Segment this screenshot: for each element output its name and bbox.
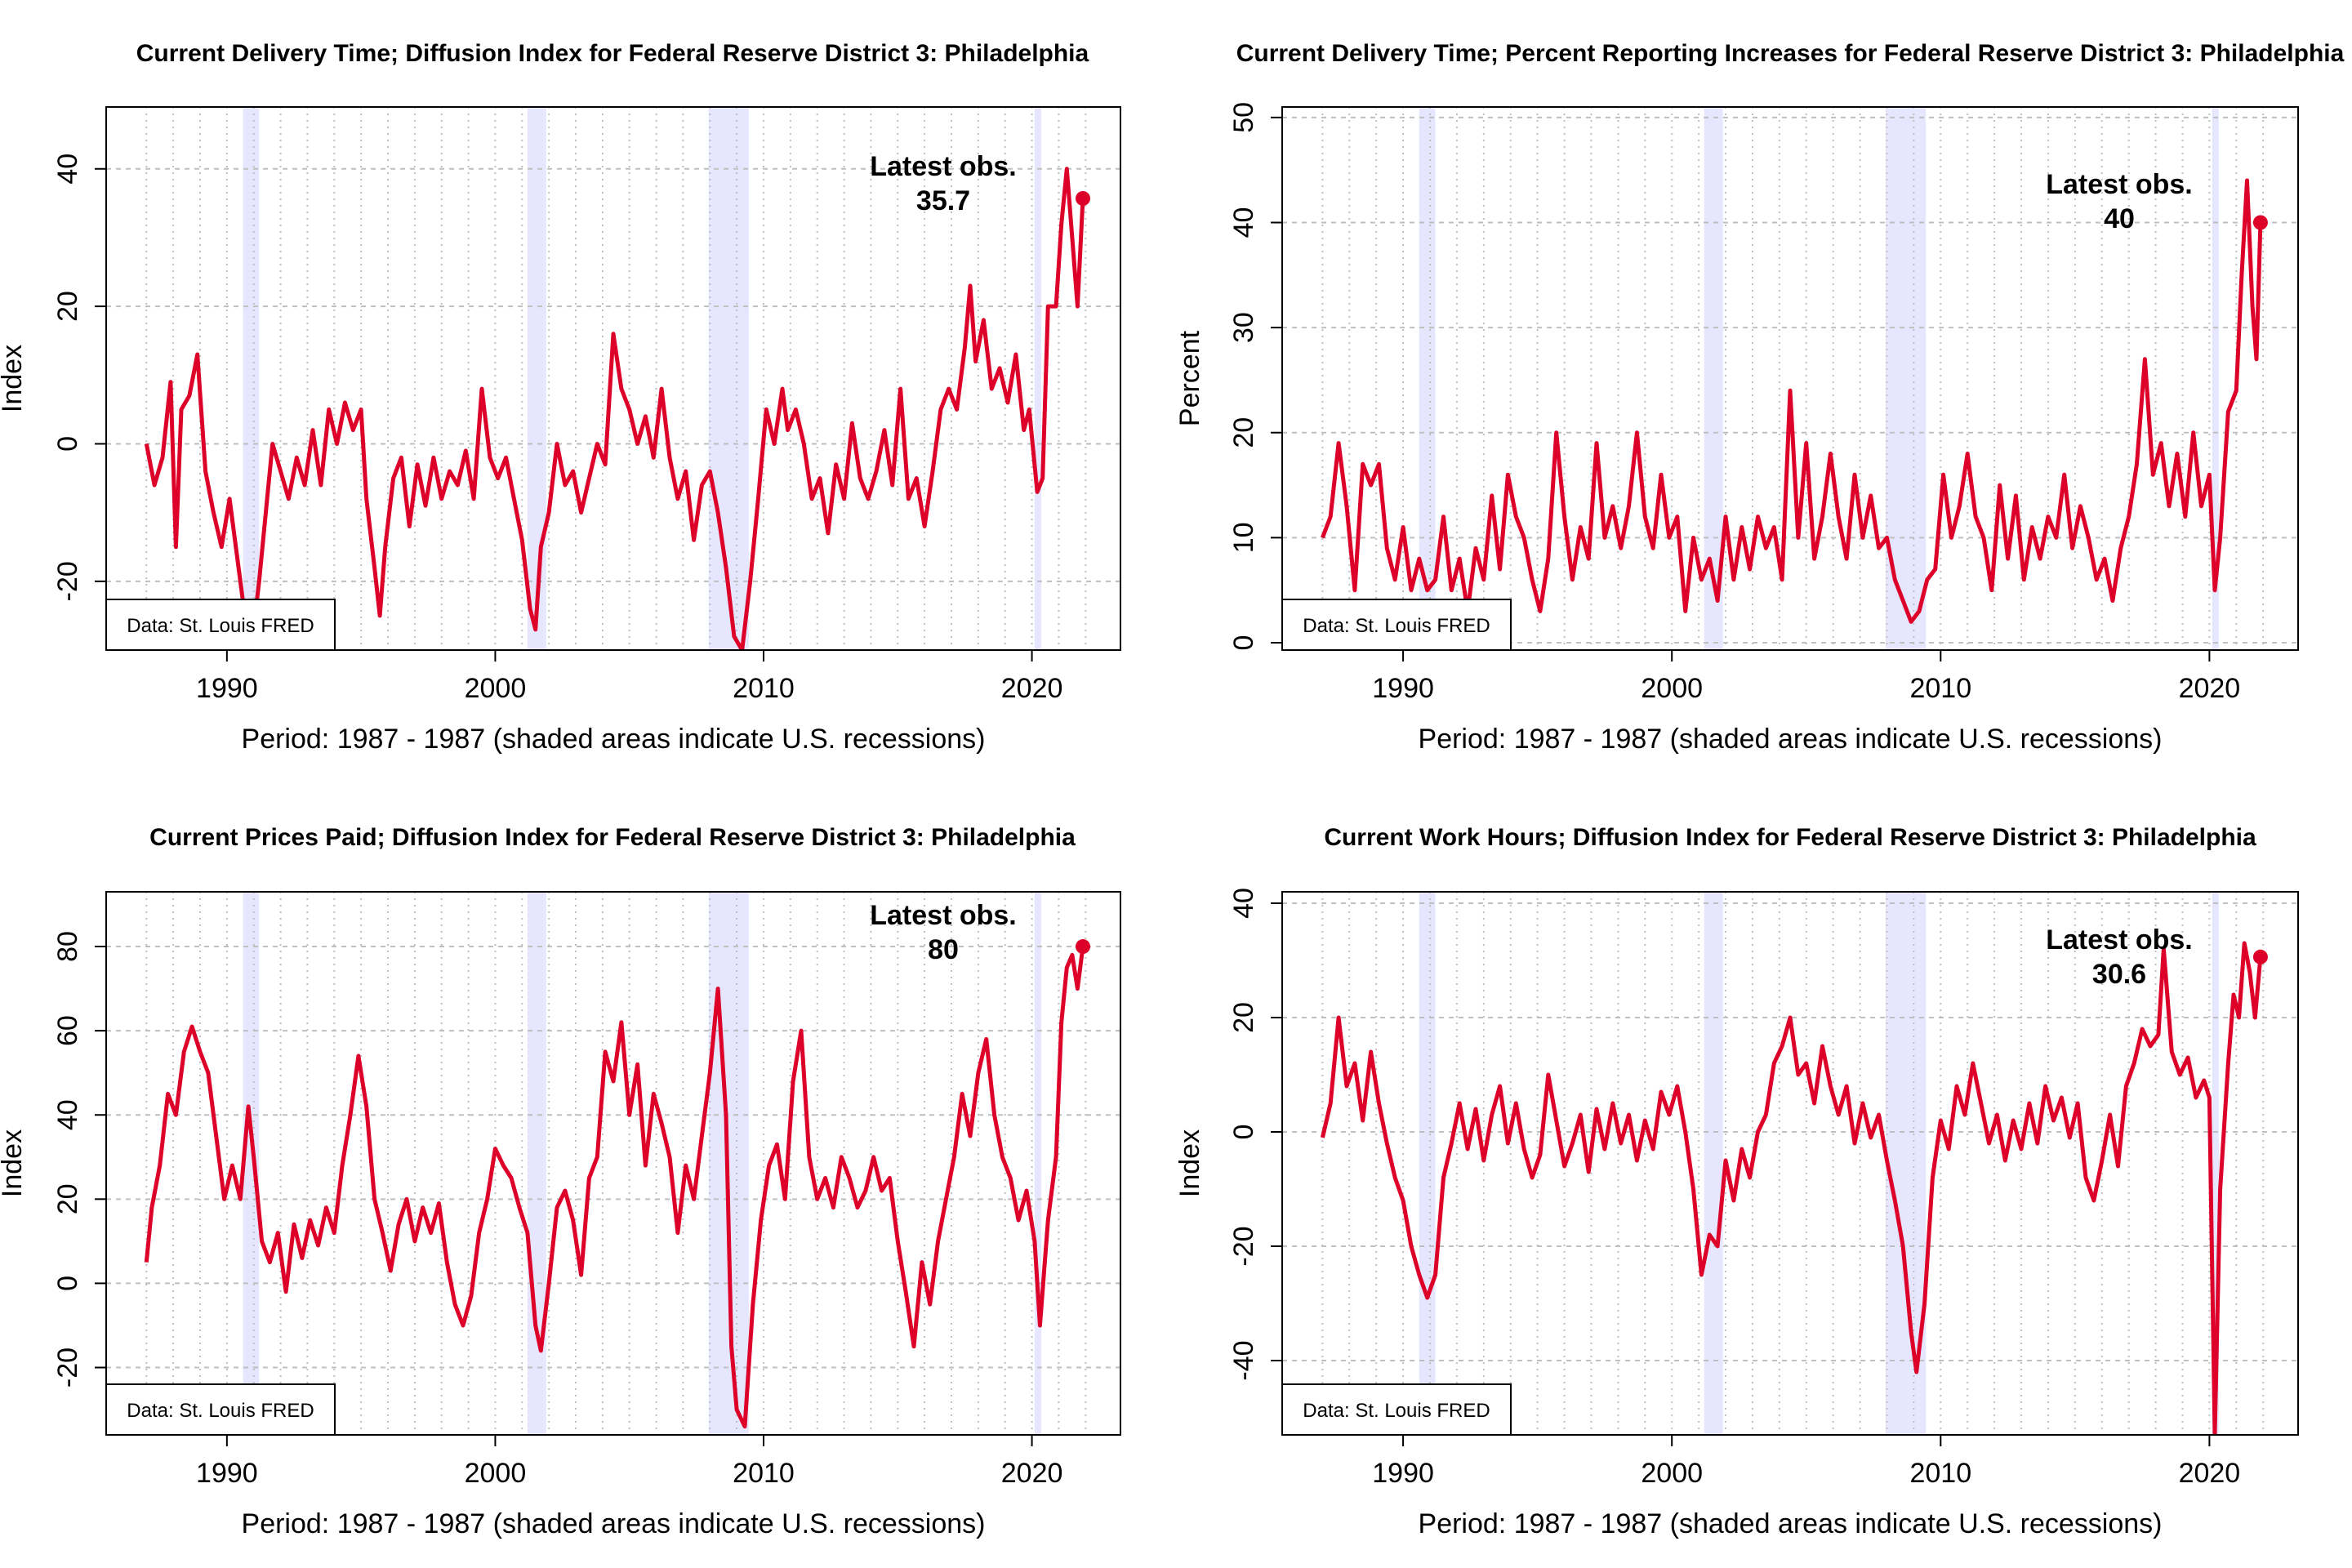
plot-frame — [105, 891, 1121, 1436]
series-line — [1320, 941, 2263, 1435]
x-tick-label: 2010 — [733, 673, 795, 704]
y-tick-label: 40 — [1228, 888, 1259, 919]
y-tick-label: 40 — [1228, 207, 1259, 238]
source-label: Data: St. Louis FRED — [127, 1400, 314, 1422]
chart-title: Current Prices Paid; Diffusion Index for… — [149, 824, 1076, 851]
latest-obs-value: 80 — [928, 934, 959, 965]
x-tick-label: 2010 — [733, 1458, 795, 1489]
recession-band-4 — [2212, 892, 2219, 1435]
x-tick-label: 2000 — [1641, 673, 1703, 704]
y-axis-label: Index — [1174, 1129, 1205, 1197]
recession-band-4 — [2212, 107, 2219, 650]
x-axis-label: Period: 1987 - 1987 (shaded areas indica… — [1419, 724, 2163, 755]
y-tick-label: 10 — [1228, 522, 1259, 553]
series-line — [144, 946, 1085, 1429]
x-axis-label: Period: 1987 - 1987 (shaded areas indica… — [242, 724, 986, 755]
x-tick-label: 2000 — [465, 673, 527, 704]
x-tick-label: 1990 — [1372, 1458, 1434, 1489]
x-axis-label: Period: 1987 - 1987 (shaded areas indica… — [242, 1508, 986, 1539]
source-label: Data: St. Louis FRED — [1303, 1400, 1490, 1422]
y-tick-label: -20 — [52, 1348, 83, 1388]
latest-point-marker — [1076, 939, 1090, 955]
latest-obs-label: Latest obs. — [870, 900, 1016, 931]
latest-obs-label: Latest obs. — [2046, 169, 2192, 200]
chart-title: Current Delivery Time; Percent Reporting… — [1236, 40, 2345, 67]
latest-obs-value: 40 — [2104, 203, 2135, 234]
chart-title: Current Delivery Time; Diffusion Index f… — [136, 40, 1089, 67]
y-tick-label: 20 — [52, 291, 83, 322]
x-tick-label: 2010 — [1909, 1458, 1971, 1489]
latest-point-marker — [2252, 949, 2268, 964]
latest-obs-label: Latest obs. — [2046, 924, 2192, 956]
x-tick-label: 2020 — [2179, 1458, 2241, 1489]
recession-band-1 — [243, 107, 260, 650]
recession-band-1 — [243, 892, 260, 1435]
recession-band-2 — [1704, 107, 1723, 650]
series-line — [1321, 178, 2263, 624]
y-tick-label: 20 — [1228, 1002, 1259, 1033]
recession-band-2 — [1704, 892, 1723, 1435]
y-axis-label: Percent — [1174, 330, 1205, 426]
x-tick-label: 2020 — [1001, 673, 1063, 704]
source-box — [1281, 599, 1512, 651]
chart-panel-4: 1990 2000 2010 2020 -40 -20 0 20 40 Current Work … — [1174, 824, 2299, 1539]
x-tick-label: 2010 — [1909, 673, 1971, 704]
y-tick-label: 30 — [1228, 312, 1259, 343]
source-box — [1281, 1383, 1512, 1436]
series-line — [144, 167, 1085, 650]
plot-frame — [1281, 106, 2299, 651]
recession-band-2 — [527, 892, 546, 1435]
x-axis-label: Period: 1987 - 1987 (shaded areas indica… — [1419, 1508, 2163, 1539]
plot-frame — [105, 106, 1121, 651]
source-box — [105, 599, 336, 651]
source-label: Data: St. Louis FRED — [127, 615, 314, 637]
x-tick-label: 2000 — [465, 1458, 527, 1489]
y-tick-label: 20 — [52, 1183, 83, 1214]
y-axis-label: Index — [0, 1129, 28, 1197]
y-tick-label: 20 — [1228, 417, 1259, 448]
x-tick-label: 2020 — [1001, 1458, 1063, 1489]
y-tick-label: 0 — [52, 1276, 83, 1291]
recession-band-1 — [1419, 892, 1436, 1435]
y-tick-label: -20 — [1228, 1226, 1259, 1266]
y-tick-label: 40 — [52, 154, 83, 185]
latest-obs-label: Latest obs. — [870, 151, 1016, 182]
chart-panel-2: 1990 2000 2010 2020 0 10 20 30 40 50 Current Deliv… — [1174, 40, 2345, 755]
source-box — [105, 1383, 336, 1436]
source-label: Data: St. Louis FRED — [1303, 615, 1490, 637]
recession-band-3 — [708, 107, 749, 650]
chart-panel-1: 1990 2000 2010 2020 -20 0 20 40 Current Delivery… — [0, 40, 1121, 755]
chart-title: Current Work Hours; Diffusion Index for … — [1324, 824, 2256, 851]
y-tick-label: -40 — [1228, 1340, 1259, 1380]
recession-band-1 — [1419, 107, 1436, 650]
recession-band-4 — [1034, 107, 1042, 650]
y-tick-label: 40 — [52, 1099, 83, 1130]
y-axis-label: Index — [0, 345, 28, 412]
y-tick-label: -20 — [52, 561, 83, 601]
latest-point-marker — [1076, 190, 1090, 206]
x-tick-label: 2020 — [2179, 673, 2241, 704]
x-tick-label: 1990 — [196, 673, 258, 704]
y-tick-label: 0 — [52, 436, 83, 452]
y-tick-label: 0 — [1228, 635, 1259, 651]
latest-point-marker — [2252, 215, 2268, 230]
y-tick-label: 80 — [52, 931, 83, 962]
y-tick-label: 60 — [52, 1015, 83, 1046]
y-tick-label: 50 — [1228, 102, 1259, 133]
x-tick-label: 1990 — [196, 1458, 258, 1489]
y-tick-label: 0 — [1228, 1125, 1259, 1140]
chart-panel-3: 1990 2000 2010 2020 -20 0 20 40 60 80 Current Pric… — [0, 824, 1121, 1539]
plot-frame — [1281, 891, 2299, 1436]
x-tick-label: 1990 — [1372, 673, 1434, 704]
recession-band-4 — [1034, 892, 1042, 1435]
latest-obs-value: 35.7 — [916, 185, 970, 216]
x-tick-label: 2000 — [1641, 1458, 1703, 1489]
latest-obs-value: 30.6 — [2092, 959, 2146, 990]
recession-band-2 — [527, 107, 546, 650]
